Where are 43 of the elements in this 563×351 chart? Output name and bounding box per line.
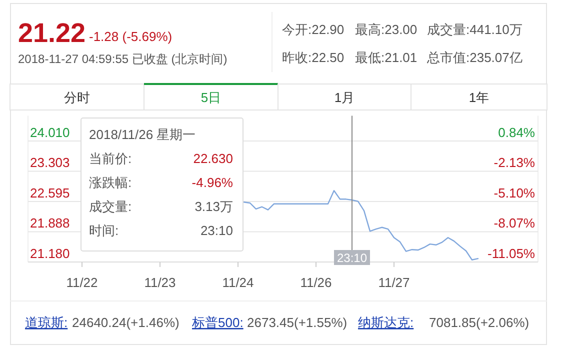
text: 2018-11-27 04:59:55 已收盘 (北京时间) (18, 52, 228, 66)
text: 道琼斯: (25, 315, 68, 330)
x-tick-label: 11/24 (222, 275, 254, 290)
text: 标普500: (191, 315, 244, 330)
y2-tick-label: -11.05% (488, 246, 536, 261)
text: 今开:22.90 (282, 22, 344, 37)
y2-tick-label: -2.13% (494, 155, 536, 170)
annotation: 2018/11/26 星期一 (89, 127, 196, 142)
text: 成交量:441.10万 (427, 22, 522, 37)
y-tick-label: 21.180 (30, 246, 70, 261)
annotation: 23:10 (200, 223, 233, 238)
y-tick-label: 23.303 (30, 155, 70, 170)
chart-subtitle: -1.28 (-5.69%) (89, 29, 172, 44)
text: 1年 (468, 90, 490, 105)
text: 2673.45(+1.55%) (247, 315, 348, 330)
x-tick-label: 11/23 (144, 275, 176, 290)
y2-tick-label: -5.10% (494, 185, 536, 200)
y-tick-label: 21.888 (30, 216, 70, 231)
x-tick-label: 11/27 (378, 275, 410, 290)
text: 昨收:22.50 (282, 50, 344, 65)
x-tick-label: 11/26 (300, 275, 332, 290)
text: 纳斯达克: (358, 315, 414, 330)
text: 分时 (64, 90, 90, 105)
y2-tick-label: -8.07% (494, 216, 536, 231)
text: 最高:23.00 (355, 22, 418, 37)
y-tick-label: 24.010 (30, 125, 70, 140)
chart-title: 21.22 (18, 18, 86, 48)
annotation: 成交量: (89, 199, 132, 214)
annotation: 涨跌幅: (89, 175, 132, 190)
y-tick-label: 22.595 (30, 186, 70, 201)
text: 总市值:235.07亿 (426, 50, 522, 65)
text: 7081.85(+2.06%) (429, 315, 530, 330)
annotation: -4.96% (192, 175, 234, 190)
y2-tick-label: 0.84% (498, 124, 536, 140)
text: 1月 (334, 90, 355, 105)
text: 5日 (200, 90, 222, 105)
text: 最低:21.01 (355, 50, 418, 65)
x-tick-label: 11/22 (66, 275, 98, 290)
annotation: 22.630 (193, 151, 233, 166)
annotation: 当前价: (89, 151, 132, 166)
annotation: 3.13万 (194, 199, 233, 214)
annotation: 时间: (89, 223, 119, 238)
text: 24640.24(+1.46%) (72, 315, 180, 330)
